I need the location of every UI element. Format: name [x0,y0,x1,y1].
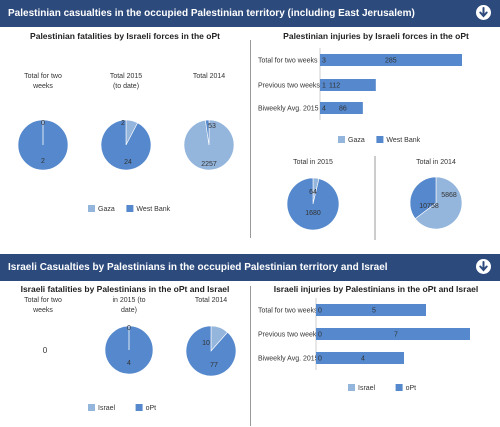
section-header-israeli: Israeli Casualties by Palestinians in th… [0,254,500,281]
pie-slice [409,176,437,220]
data-label: 64 [309,189,317,196]
pie-title: Total in 2015 [293,159,333,166]
pie-title: Total in 2014 [416,159,456,166]
data-label: 0 [127,325,131,332]
panel-divider [250,286,251,426]
section-title: Israeli Casualties by Palestinians in th… [8,262,388,273]
category-label: Previous two weeks [258,83,320,90]
data-label: 10758 [419,203,439,210]
data-label: 4 [127,360,131,367]
data-label: 0 [41,120,45,127]
legend-entry: West Bank [136,206,170,213]
pie-title: weeks [32,83,53,90]
pie-title: Total 2014 [193,73,225,80]
panel-title: Israeli injuries by Palestinians in the … [273,284,479,294]
legend-swatch [395,384,403,391]
legend-swatch [348,384,355,391]
pie-title: Total for two [24,297,62,304]
pie-slice [286,177,340,231]
panel-divider [250,40,251,238]
bar-start-label: 3 [322,58,326,65]
pie-slice [185,325,237,377]
legend-entry: oPt [146,405,157,412]
bar [320,79,376,91]
data-label: 5868 [441,192,457,199]
bar-value-label: 5 [372,308,376,315]
legend-entry: Israel [98,405,116,412]
category-label: Biweekly Avg. 2015 [258,106,319,113]
bar-start-label: 0 [318,332,322,339]
pie-slice [205,119,210,146]
bar [316,328,470,340]
bar-value-label: 4 [361,356,365,363]
pie-title: weeks [32,307,53,314]
bar-start-label: 0 [318,308,322,315]
bar-start-label: 0 [318,356,322,363]
pie-title: Total for two [24,73,62,80]
legend-swatch [126,205,134,212]
legend-entry: West Bank [386,137,420,144]
data-label: 2257 [201,161,217,168]
pie-title: Total 2014 [195,297,227,304]
legend-entry: Israel [358,385,376,392]
data-label: 53 [208,123,216,130]
bar-value-label: 285 [385,58,397,65]
data-label: 77 [210,362,218,369]
bar-value-label: 7 [394,332,398,339]
panel-title: Palestinian fatalities by Israeli forces… [30,31,220,41]
panel-title: Palestinian injuries by Israeli forces i… [283,31,469,41]
bar [316,304,426,316]
circle-arrow-down-icon [479,7,488,18]
category-label: Previous two weeks [258,332,320,339]
bar-value-label: 112 [329,83,340,90]
data-label: 1680 [305,210,321,217]
category-label: Biweekly Avg. 2015 [258,356,319,363]
two-weeks-zero-value: 0 [42,346,48,355]
data-label: 24 [124,159,132,166]
circle-arrow-down-icon [479,261,488,272]
bar [320,102,363,114]
pie-slice [100,119,152,171]
legend-swatch [338,136,345,143]
legend-entry: oPt [406,385,417,392]
collapse-button[interactable] [476,5,491,20]
bar [320,54,462,66]
data-label: 2 [41,158,45,165]
section-header-palestinian: Palestinian casualties in the occupied P… [0,0,500,27]
section-title: Palestinian casualties in the occupied P… [8,8,415,19]
panel-title: Israeli fatalities by Palestinians in th… [20,284,230,294]
data-label: 2 [121,120,125,127]
bar-start-label: 4 [322,106,326,113]
legend-swatch [135,404,143,411]
bar-value-label: 86 [339,106,347,113]
pie-title: (to date) [113,83,139,90]
pie-title: in 2015 (to [112,297,145,304]
category-label: Total for two weeks [258,308,318,315]
legend-swatch [88,205,95,212]
legend-entry: Gaza [348,137,365,144]
legend-entry: Gaza [98,206,115,213]
bar [316,352,404,364]
category-label: Total for two weeks [258,58,318,65]
legend-swatch [88,404,95,411]
data-label: 10 [202,340,210,347]
pie-slice [414,176,463,230]
pie-title: date) [121,307,137,314]
collapse-button[interactable] [476,259,491,274]
legend-swatch [376,136,384,143]
bar-start-label: 1 [322,83,326,90]
pie-title: Total 2015 [110,73,142,80]
